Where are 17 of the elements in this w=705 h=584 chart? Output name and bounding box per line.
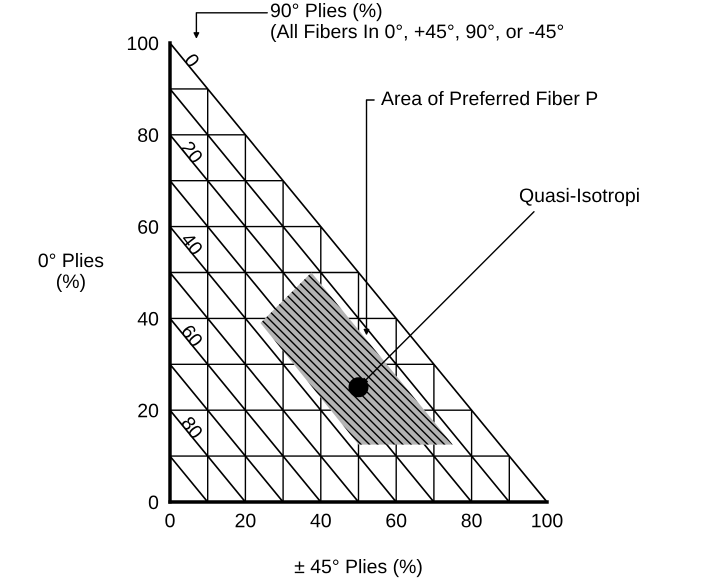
y-tick-label: 80 bbox=[138, 128, 158, 142]
y-axis-title: 0° Plies (%) bbox=[38, 252, 104, 292]
x-axis-title: ± 45° Plies (%) bbox=[294, 559, 422, 578]
y-tick-label: 60 bbox=[138, 220, 158, 234]
y-tick-label: 100 bbox=[128, 36, 158, 50]
y-tick-label: 20 bbox=[138, 404, 158, 418]
x-tick-label: 40 bbox=[310, 514, 331, 528]
x-tick-label: 60 bbox=[386, 514, 406, 528]
x-tick-label: 0 bbox=[165, 514, 175, 528]
x-tick-label: 100 bbox=[532, 514, 562, 528]
annotation: Area of Preferred Fiber P bbox=[381, 90, 598, 106]
text: 90° Plies (%) (All Fibers In 0°, +45°, 90°, or -45° bbox=[270, 3, 564, 42]
y-tick-label: 40 bbox=[138, 312, 158, 326]
x-tick-label: 20 bbox=[236, 514, 256, 528]
y-tick-label: 0 bbox=[148, 495, 158, 510]
x-tick-label: 80 bbox=[462, 514, 482, 528]
annotation: Quasi-Isotropi bbox=[520, 188, 639, 206]
